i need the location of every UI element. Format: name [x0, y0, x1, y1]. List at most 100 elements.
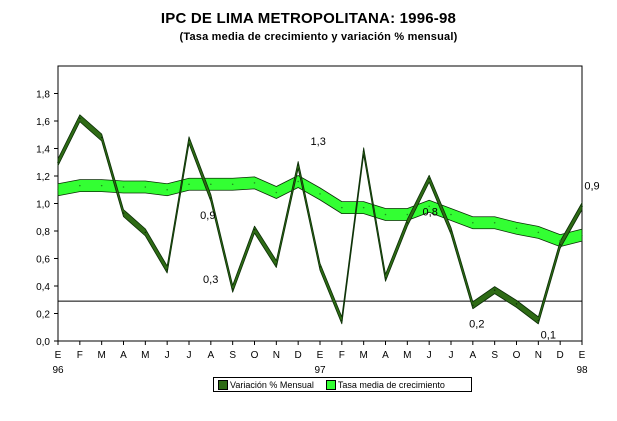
point-variacion [144, 231, 147, 234]
point-variacion [450, 230, 452, 232]
x-tick-label: A [207, 350, 214, 361]
point-variacion [537, 319, 540, 322]
point-variacion [515, 303, 518, 305]
x-tick-label: F [77, 350, 83, 361]
point-tasa [450, 213, 452, 216]
x-tick-label: M [141, 350, 149, 361]
series-layer [57, 114, 583, 325]
point-variacion [559, 243, 561, 246]
legend-label-variacion: Variación % Mensual [230, 379, 314, 390]
point-variacion [581, 205, 583, 208]
data-label: 0,8 [423, 206, 438, 218]
point-variacion [166, 268, 168, 271]
point-tasa [231, 183, 234, 186]
point-tasa [144, 186, 147, 188]
point-variacion [406, 221, 409, 224]
x-tick-label: F [339, 350, 345, 361]
data-label: 1,3 [311, 136, 326, 148]
y-tick-label: 1,8 [36, 90, 50, 101]
y-tick-label: 1,2 [36, 172, 50, 183]
point-tasa [297, 180, 299, 183]
x-tick-label: E [55, 350, 62, 361]
point-tasa [559, 239, 561, 242]
y-tick-label: 0,8 [36, 227, 50, 238]
point-tasa [79, 184, 81, 187]
chart-title: IPC DE LIMA METROPOLITANA: 1996-98 [160, 10, 457, 27]
legend: Variación % Mensual Tasa media de crecim… [213, 377, 472, 392]
y-tick-label: 0,2 [36, 310, 50, 321]
x-tick-label: A [469, 350, 476, 361]
point-variacion [210, 197, 212, 199]
x-tick-label: M [97, 350, 105, 361]
series-line-variacion [57, 114, 583, 325]
point-tasa [100, 184, 103, 187]
point-tasa [537, 231, 540, 234]
data-label: 0,1 [541, 329, 556, 341]
x-tick-label: D [295, 350, 302, 361]
plot-area [57, 65, 583, 342]
point-tasa [319, 193, 321, 195]
point-variacion [79, 117, 81, 120]
point-variacion [319, 265, 321, 268]
legend-item-tasa: Tasa media de crecimiento [325, 379, 445, 390]
data-label: 0,3 [203, 274, 218, 286]
point-tasa [581, 234, 583, 236]
point-variacion [362, 150, 365, 153]
y-tick-label: 0,0 [36, 337, 50, 348]
legend-item-variacion: Variación % Mensual [218, 379, 314, 390]
legend-label-tasa: Tasa media de crecimiento [337, 379, 445, 390]
point-tasa [472, 221, 474, 224]
point-variacion [297, 164, 299, 166]
annotation-layer: 1,3 0,9 0,3 0,8 0,2 0,1 0,9 [200, 136, 599, 341]
point-tasa [362, 206, 365, 209]
point-tasa [515, 227, 518, 230]
data-label: 0,2 [469, 318, 484, 330]
x-year-label: 97 [314, 365, 326, 376]
x-tick-label: S [491, 350, 498, 361]
point-variacion [231, 287, 234, 290]
data-label: 0,9 [200, 210, 215, 222]
point-variacion [472, 304, 474, 307]
point-variacion [493, 289, 496, 291]
x-tick-label: E [579, 350, 586, 361]
y-tick-label: 1,4 [36, 145, 50, 156]
chart-subtitle: (Tasa media de crecimiento y variación %… [179, 31, 458, 43]
point-variacion [100, 136, 103, 139]
point-tasa [166, 188, 168, 191]
x-tick-label: J [449, 350, 454, 361]
x-tick-label: J [427, 350, 432, 361]
y-tick-label: 1,6 [36, 117, 50, 128]
point-tasa [493, 221, 496, 224]
x-tick-label: A [120, 350, 127, 361]
point-variacion [188, 139, 190, 142]
point-variacion [341, 319, 343, 322]
point-variacion [57, 161, 59, 164]
point-variacion [122, 212, 125, 214]
series-line-tasa [57, 175, 583, 248]
x-year-label: 98 [576, 365, 588, 376]
x-tick-label: M [403, 350, 411, 361]
point-tasa [253, 182, 256, 184]
x-tick-label: O [513, 350, 521, 361]
x-tick-label: O [251, 350, 259, 361]
x-tick-label: N [273, 350, 280, 361]
point-tasa [406, 213, 409, 216]
point-tasa [210, 183, 212, 186]
legend-swatch-tasa [325, 379, 336, 390]
chart-title-block: IPC DE LIMA METROPOLITANA: 1996-98 (Tasa… [0, 10, 617, 43]
point-tasa [188, 183, 190, 186]
x-tick-label: J [187, 350, 192, 361]
x-tick-label: D [557, 350, 564, 361]
x-tick-label: M [359, 350, 367, 361]
y-tick-label: 0,4 [36, 282, 50, 293]
point-tasa [384, 213, 387, 216]
legend-swatch-variacion [218, 379, 228, 390]
point-variacion [428, 177, 430, 180]
x-year-label: 96 [52, 365, 64, 376]
point-variacion [253, 228, 256, 231]
point-variacion [384, 276, 387, 279]
point-tasa [122, 186, 125, 188]
x-tick-label: J [165, 350, 170, 361]
y-tick-label: 1,0 [36, 200, 50, 211]
